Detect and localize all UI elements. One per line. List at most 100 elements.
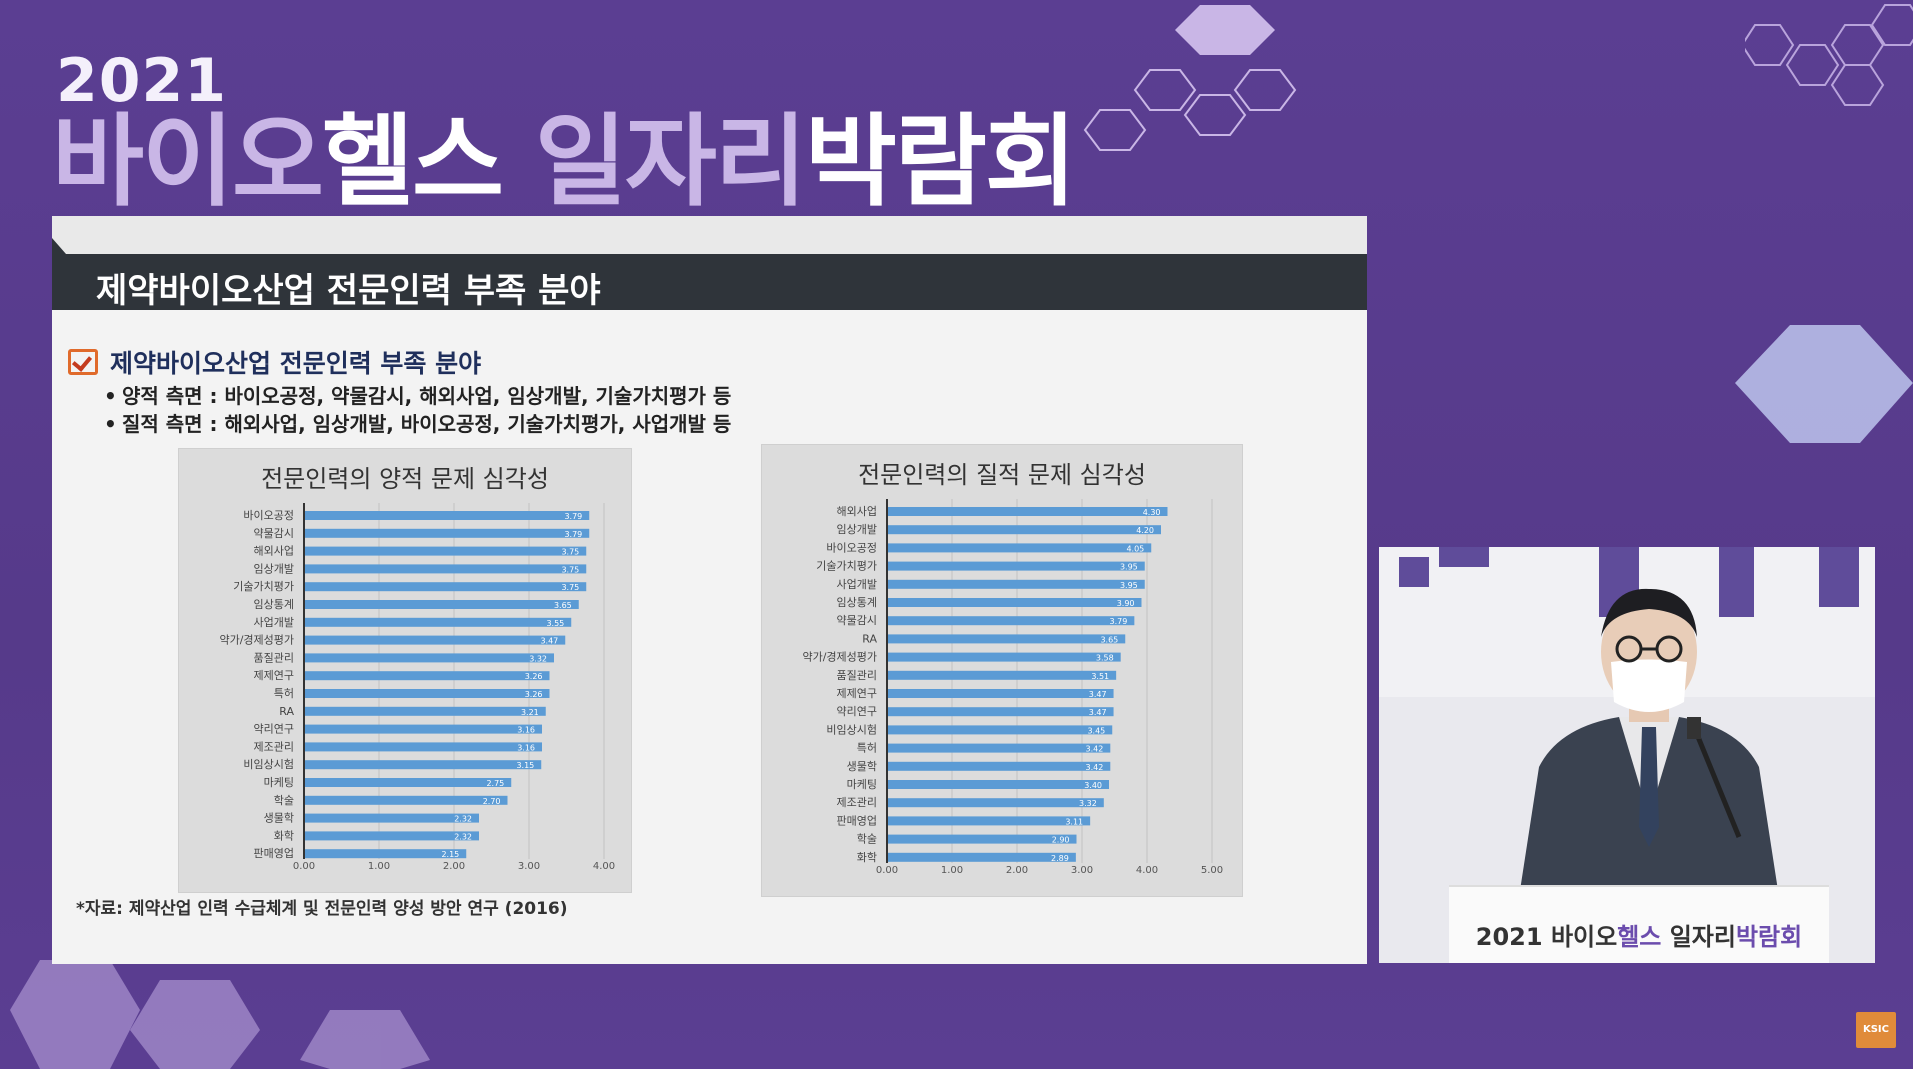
x-tick-label: 2.00 <box>1006 865 1028 876</box>
slide-header: 제약바이오산업 전문인력 부족 분야 <box>52 254 1367 311</box>
category-label: 비임상시험 <box>826 723 877 736</box>
hexagon-decoration-right <box>1735 325 1913 443</box>
category-label: 임상개발 <box>837 523 877 536</box>
data-label: 3.58 <box>1096 654 1114 663</box>
category-label: 임상통계 <box>837 596 877 609</box>
bar <box>888 670 1117 680</box>
podium-title-part4: 박람회 <box>1735 923 1803 951</box>
bar <box>888 725 1113 735</box>
bar <box>888 689 1114 698</box>
category-label: 학술 <box>274 794 294 807</box>
data-label: 2.70 <box>483 797 501 806</box>
data-label: 3.42 <box>1085 745 1103 754</box>
category-label: 약물감시 <box>254 526 294 540</box>
category-label: 약물감시 <box>837 613 877 627</box>
podium-title-part1: 바이오 <box>1550 923 1618 951</box>
qualitative-chart-plot: 0.00 1.00 2.00 3.00 4.00 5.00 해외사업 4.30 임상개발 4.20… <box>802 499 1223 876</box>
bar <box>888 816 1091 826</box>
data-label: 3.79 <box>564 530 582 539</box>
backdrop-letter <box>1399 557 1429 587</box>
bar <box>888 743 1111 753</box>
category-label: 판매영업 <box>837 814 877 827</box>
bar <box>888 579 1145 589</box>
data-label: 3.90 <box>1117 599 1135 608</box>
x-tick-label: 4.00 <box>1136 865 1158 876</box>
bar <box>305 511 590 520</box>
bar <box>305 653 554 663</box>
category-label: 약리연구 <box>254 722 294 736</box>
data-label: 3.95 <box>1120 563 1138 572</box>
category-label: 품질관리 <box>254 651 294 664</box>
bar <box>305 635 566 645</box>
bullet-item: • 질적 측면 : 해외사업, 임상개발, 바이오공정, 기술가치평가, 사업개… <box>104 410 731 438</box>
data-label: 3.42 <box>1085 763 1103 772</box>
event-year: 2021 <box>56 46 227 116</box>
bar <box>888 780 1109 789</box>
bar <box>888 761 1111 771</box>
category-label: 특허 <box>857 742 877 755</box>
data-label: 4.30 <box>1143 508 1161 517</box>
section-title-text: 제약바이오산업 전문인력 부족 분야 <box>110 349 482 378</box>
data-label: 3.45 <box>1087 726 1105 735</box>
bar <box>305 760 542 770</box>
x-tick-label: 0.00 <box>876 865 898 876</box>
chart-title: 전문인력의 질적 문제 심각성 <box>858 461 1146 489</box>
data-label: 3.79 <box>564 512 582 521</box>
bar <box>888 507 1168 516</box>
backdrop-letter <box>1719 547 1754 617</box>
category-label: 임상통계 <box>254 598 294 611</box>
source-note: *자료: 제약산업 인력 수급체계 및 전문인력 양성 방안 연구 (2016) <box>76 899 568 919</box>
bar <box>305 724 542 734</box>
bullet-list: • 양적 측면 : 바이오공정, 약물감시, 해외사업, 임상개발, 기술가치평… <box>104 382 731 438</box>
data-label: 3.40 <box>1084 781 1102 790</box>
category-label: 특허 <box>274 687 294 700</box>
bar <box>305 778 512 787</box>
quantitative-chart-plot: 0.00 1.00 2.00 3.00 4.00 바이오공정 3.79 약물감시 3.79 해외사… <box>219 503 615 872</box>
category-label: 화학 <box>274 829 294 842</box>
checkbox-icon <box>68 349 98 375</box>
speaker-figure <box>1519 588 1779 897</box>
category-label: 품질관리 <box>837 669 877 682</box>
category-label: 제조관리 <box>837 796 877 809</box>
data-label: 3.55 <box>546 619 564 628</box>
event-title: 바이오헬스 일자리박람회 <box>52 112 1077 212</box>
data-label: 3.47 <box>1089 708 1107 717</box>
bar <box>305 831 479 841</box>
category-label: 마케팅 <box>847 778 877 791</box>
bullet-item: • 양적 측면 : 바이오공정, 약물감시, 해외사업, 임상개발, 기술가치평… <box>104 382 731 410</box>
event-title-part2: 헬스 <box>322 103 504 220</box>
category-label: 해외사업 <box>837 504 877 518</box>
category-label: 생물학 <box>264 812 294 825</box>
x-tick-label: 3.00 <box>518 861 540 872</box>
bullet-marker: • <box>104 412 117 436</box>
data-label: 3.47 <box>540 637 558 646</box>
category-label: 사업개발 <box>837 578 877 591</box>
data-label: 3.26 <box>525 672 543 681</box>
slide-header-title: 제약바이오산업 전문인력 부족 분야 <box>96 271 601 311</box>
data-label: 3.51 <box>1091 672 1109 681</box>
category-label: 제조관리 <box>254 740 294 753</box>
category-label: 마케팅 <box>264 776 294 789</box>
bar <box>305 564 587 574</box>
podium: 2021 바이오헬스 일자리박람회 <box>1449 885 1829 963</box>
x-tick-label: 2.00 <box>443 861 465 872</box>
category-label: RA <box>279 705 294 718</box>
podium-year: 2021 <box>1475 923 1543 951</box>
bar <box>305 795 508 805</box>
bar <box>888 852 1076 862</box>
data-label: 3.32 <box>529 654 547 663</box>
category-label: 판매영업 <box>254 847 294 860</box>
data-label: 3.75 <box>561 548 579 557</box>
bar <box>888 616 1135 626</box>
podium-title-part3: 일자리 <box>1669 923 1736 951</box>
bar <box>305 671 550 681</box>
data-label: 3.95 <box>1120 581 1138 590</box>
data-label: 3.21 <box>521 708 539 717</box>
event-title-part4: 박람회 <box>804 103 1077 220</box>
x-tick-label: 0.00 <box>293 861 315 872</box>
data-label: 3.47 <box>1089 690 1107 699</box>
category-label: RA <box>862 632 877 645</box>
category-label: 약가/경제성평가 <box>219 633 294 647</box>
category-label: 사업개발 <box>254 616 294 629</box>
category-label: 제제연구 <box>837 687 877 700</box>
